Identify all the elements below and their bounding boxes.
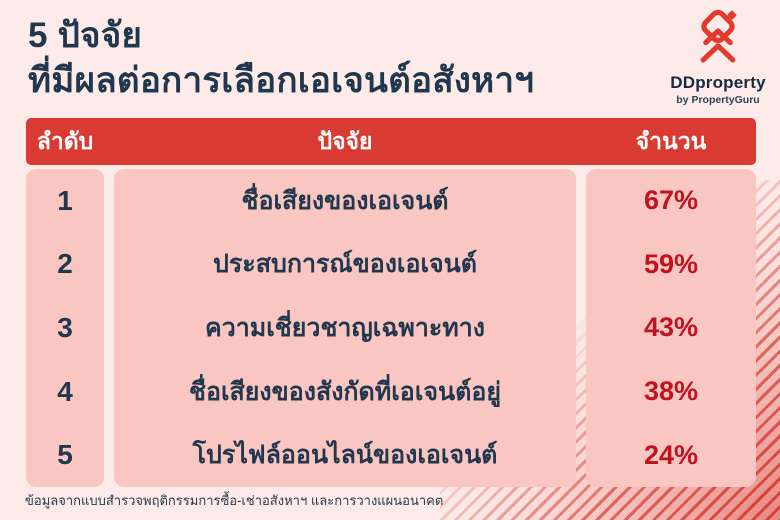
factor-cell: ประสบการณ์ของเอเจนต์ [212, 250, 478, 279]
logo-byline-text: by PropertyGuru [676, 94, 760, 106]
title-line-2: ที่มีผลต่อการเลือกเอเจนต์อสังหาฯ [28, 60, 535, 100]
ddproperty-logo: DDproperty by PropertyGuru [668, 8, 768, 106]
ddproperty-house-icon [668, 8, 768, 72]
rank-cell: 4 [57, 375, 73, 407]
value-column: 67% 59% 43% 38% 24% [586, 169, 756, 487]
rank-cell: 1 [57, 184, 73, 216]
rank-column: 1 2 3 4 5 [26, 169, 104, 487]
factors-table: ลำดับ ปัจจัย จำนวน 1 2 3 4 5 ชื่อเสียงขอ… [26, 118, 756, 487]
factor-cell: ชื่อเสียงของเอเจนต์ [241, 186, 449, 215]
column-header-value: จำนวน [635, 127, 707, 154]
value-cell: 59% [643, 248, 699, 279]
value-cell: 38% [643, 376, 699, 407]
value-cell: 24% [643, 439, 699, 470]
factor-column: ชื่อเสียงของเอเจนต์ ประสบการณ์ของเอเจนต์… [114, 169, 576, 487]
page-title: 5 ปัจจัย ที่มีผลต่อการเลือกเอเจนต์อสังหา… [28, 14, 534, 104]
source-note: ข้อมูลจากแบบสำรวจพฤติกรรมการซื้อ-เช่าอสั… [25, 493, 444, 508]
rank-cell: 2 [57, 248, 73, 280]
logo-brand-text: DDproperty [670, 73, 766, 92]
value-cell: 43% [643, 312, 699, 343]
factor-cell: โปรไฟล์ออนไลน์ของเอเจนต์ [192, 441, 498, 470]
table-header-row: ลำดับ ปัจจัย จำนวน [26, 118, 756, 165]
factor-cell: ความเชี่ยวชาญเฉพาะทาง [204, 313, 486, 342]
rank-cell: 5 [57, 439, 73, 471]
column-header-rank: ลำดับ [36, 127, 94, 154]
table-body: 1 2 3 4 5 ชื่อเสียงของเอเจนต์ ประสบการณ์… [26, 169, 756, 487]
column-header-factor: ปัจจัย [317, 127, 373, 154]
factor-cell: ชื่อเสียงของสังกัดที่เอเจนต์อยู่ [188, 377, 501, 406]
title-line-1: 5 ปัจจัย [28, 16, 143, 55]
rank-cell: 3 [57, 311, 73, 343]
value-cell: 67% [643, 185, 699, 216]
